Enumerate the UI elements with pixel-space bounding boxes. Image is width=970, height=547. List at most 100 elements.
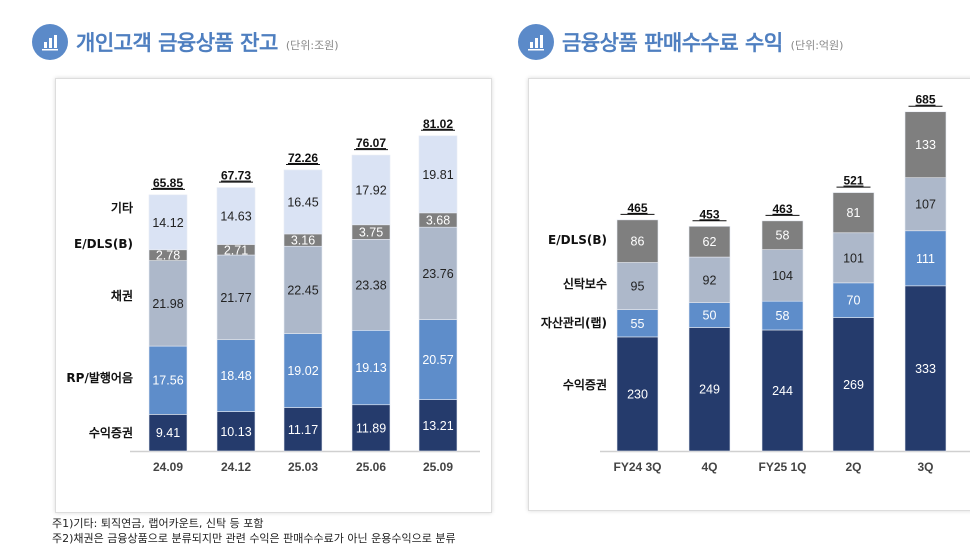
- data-label: 111: [916, 252, 935, 266]
- total-label: 65.85: [153, 176, 183, 190]
- bar-segment: [904, 285, 947, 452]
- data-label: 16.45: [287, 195, 318, 209]
- series-label: 수익증권: [563, 378, 607, 392]
- category-label: 4Q: [701, 460, 717, 474]
- category-label: 24.09: [153, 460, 183, 474]
- data-label: 58: [776, 229, 790, 243]
- bar-segment: [283, 333, 323, 408]
- data-label: 86: [631, 235, 645, 249]
- bar-chart-icon: [518, 24, 554, 60]
- bar-segment: [688, 302, 731, 328]
- bar-chart-icon: [32, 24, 68, 60]
- data-label: 3.68: [426, 214, 450, 228]
- data-label: 62: [703, 235, 717, 249]
- category-label: 25.06: [356, 460, 386, 474]
- data-label: 3.75: [359, 226, 383, 240]
- data-label: 14.63: [220, 210, 251, 224]
- data-label: 14.12: [152, 216, 183, 230]
- series-label: E/DLS(B): [74, 237, 133, 251]
- bar-segment: [832, 282, 875, 318]
- title-text: 금융상품 판매수수료 수익: [562, 31, 783, 55]
- category-label: FY24 3Q: [613, 460, 661, 474]
- data-label: 11.17: [288, 423, 318, 437]
- data-label: 81: [847, 206, 861, 220]
- bar-segment: [904, 111, 947, 179]
- total-label: 81.02: [423, 117, 453, 131]
- category-label: FY25 1Q: [758, 460, 806, 474]
- data-label: 50: [703, 309, 717, 323]
- bar-segment: [148, 194, 188, 251]
- category-label: 25.09: [423, 460, 453, 474]
- data-label: 18.48: [220, 369, 251, 383]
- data-label: 230: [627, 387, 648, 401]
- data-label: 17.56: [152, 374, 183, 388]
- bar-segment: [216, 339, 256, 412]
- data-label: 11.89: [356, 421, 386, 435]
- data-label: 10.13: [220, 425, 251, 439]
- bar-segment: [616, 262, 659, 310]
- left-chart-title: 개인고객 금융상품 잔고 (단위:조원): [32, 24, 339, 60]
- series-label: 자산관리(랩): [541, 315, 607, 330]
- bar-segment: [761, 220, 804, 250]
- data-label: 244: [772, 384, 793, 398]
- bar-segment: [351, 239, 391, 331]
- series-label: 수익증권: [89, 426, 133, 440]
- footnote-2: 주2)채권은 금융상품으로 분류되지만 관련 수익은 판매수수료가 아닌 운용수…: [52, 532, 456, 545]
- data-label: 95: [631, 280, 645, 294]
- data-label: 20.57: [422, 353, 453, 367]
- bar-segment: [832, 317, 875, 452]
- bar-segment: [418, 226, 458, 320]
- data-label: 104: [772, 269, 793, 283]
- bar-segment: [418, 135, 458, 214]
- data-label: 19.02: [287, 364, 318, 378]
- bar-segment: [688, 226, 731, 258]
- data-label: 23.38: [355, 278, 386, 292]
- total-label: 463: [772, 202, 792, 216]
- series-label: E/DLS(B): [548, 233, 607, 247]
- bar-segment: [616, 219, 659, 263]
- bar-segment: [148, 260, 188, 347]
- data-label: 21.98: [152, 297, 183, 311]
- data-label: 23.76: [422, 267, 453, 281]
- data-label: 19.13: [355, 361, 386, 375]
- total-label: 72.26: [288, 151, 318, 165]
- bar-segment: [832, 232, 875, 284]
- data-label: 333: [915, 362, 936, 376]
- data-label: 107: [915, 198, 936, 212]
- bar-segment: [351, 330, 391, 406]
- total-label: 521: [843, 174, 863, 188]
- total-label: 76.07: [356, 136, 386, 150]
- data-label: 3.16: [291, 234, 315, 248]
- title-text: 개인고객 금융상품 잔고: [76, 31, 278, 55]
- bar-segment: [418, 399, 458, 452]
- data-label: 2.71: [224, 243, 248, 257]
- data-label: 2.78: [156, 249, 180, 263]
- data-label: 22.45: [287, 283, 318, 297]
- unit-text: (단위:억원): [790, 39, 844, 52]
- right-chart-panel: [528, 78, 970, 511]
- series-label: 기타: [111, 200, 133, 215]
- series-label: RP/발행어음: [66, 370, 133, 385]
- data-label: 249: [699, 383, 720, 397]
- bar-segment: [283, 245, 323, 334]
- total-label: 465: [627, 201, 647, 215]
- data-label: 133: [915, 138, 936, 152]
- category-label: 25.03: [288, 460, 318, 474]
- data-label: 92: [703, 273, 717, 287]
- bar-segment: [761, 329, 804, 452]
- bar-segment: [418, 319, 458, 400]
- footnote-1: 주1)기타: 퇴직연금, 랩어카운트, 신탁 등 포함: [52, 517, 264, 530]
- bar-segment: [761, 300, 804, 331]
- total-label: 67.73: [221, 169, 251, 183]
- bar-segment: [351, 404, 391, 452]
- data-label: 17.92: [355, 183, 386, 197]
- bar-segment: [904, 177, 947, 232]
- bar-segment: [216, 411, 256, 452]
- right-chart-title: 금융상품 판매수수료 수익 (단위:억원): [518, 24, 843, 60]
- bar-segment: [616, 336, 659, 452]
- bar-segment: [148, 345, 188, 415]
- unit-text: (단위:조원): [285, 39, 339, 52]
- bar-segment: [351, 154, 391, 226]
- bar-segment: [688, 327, 731, 452]
